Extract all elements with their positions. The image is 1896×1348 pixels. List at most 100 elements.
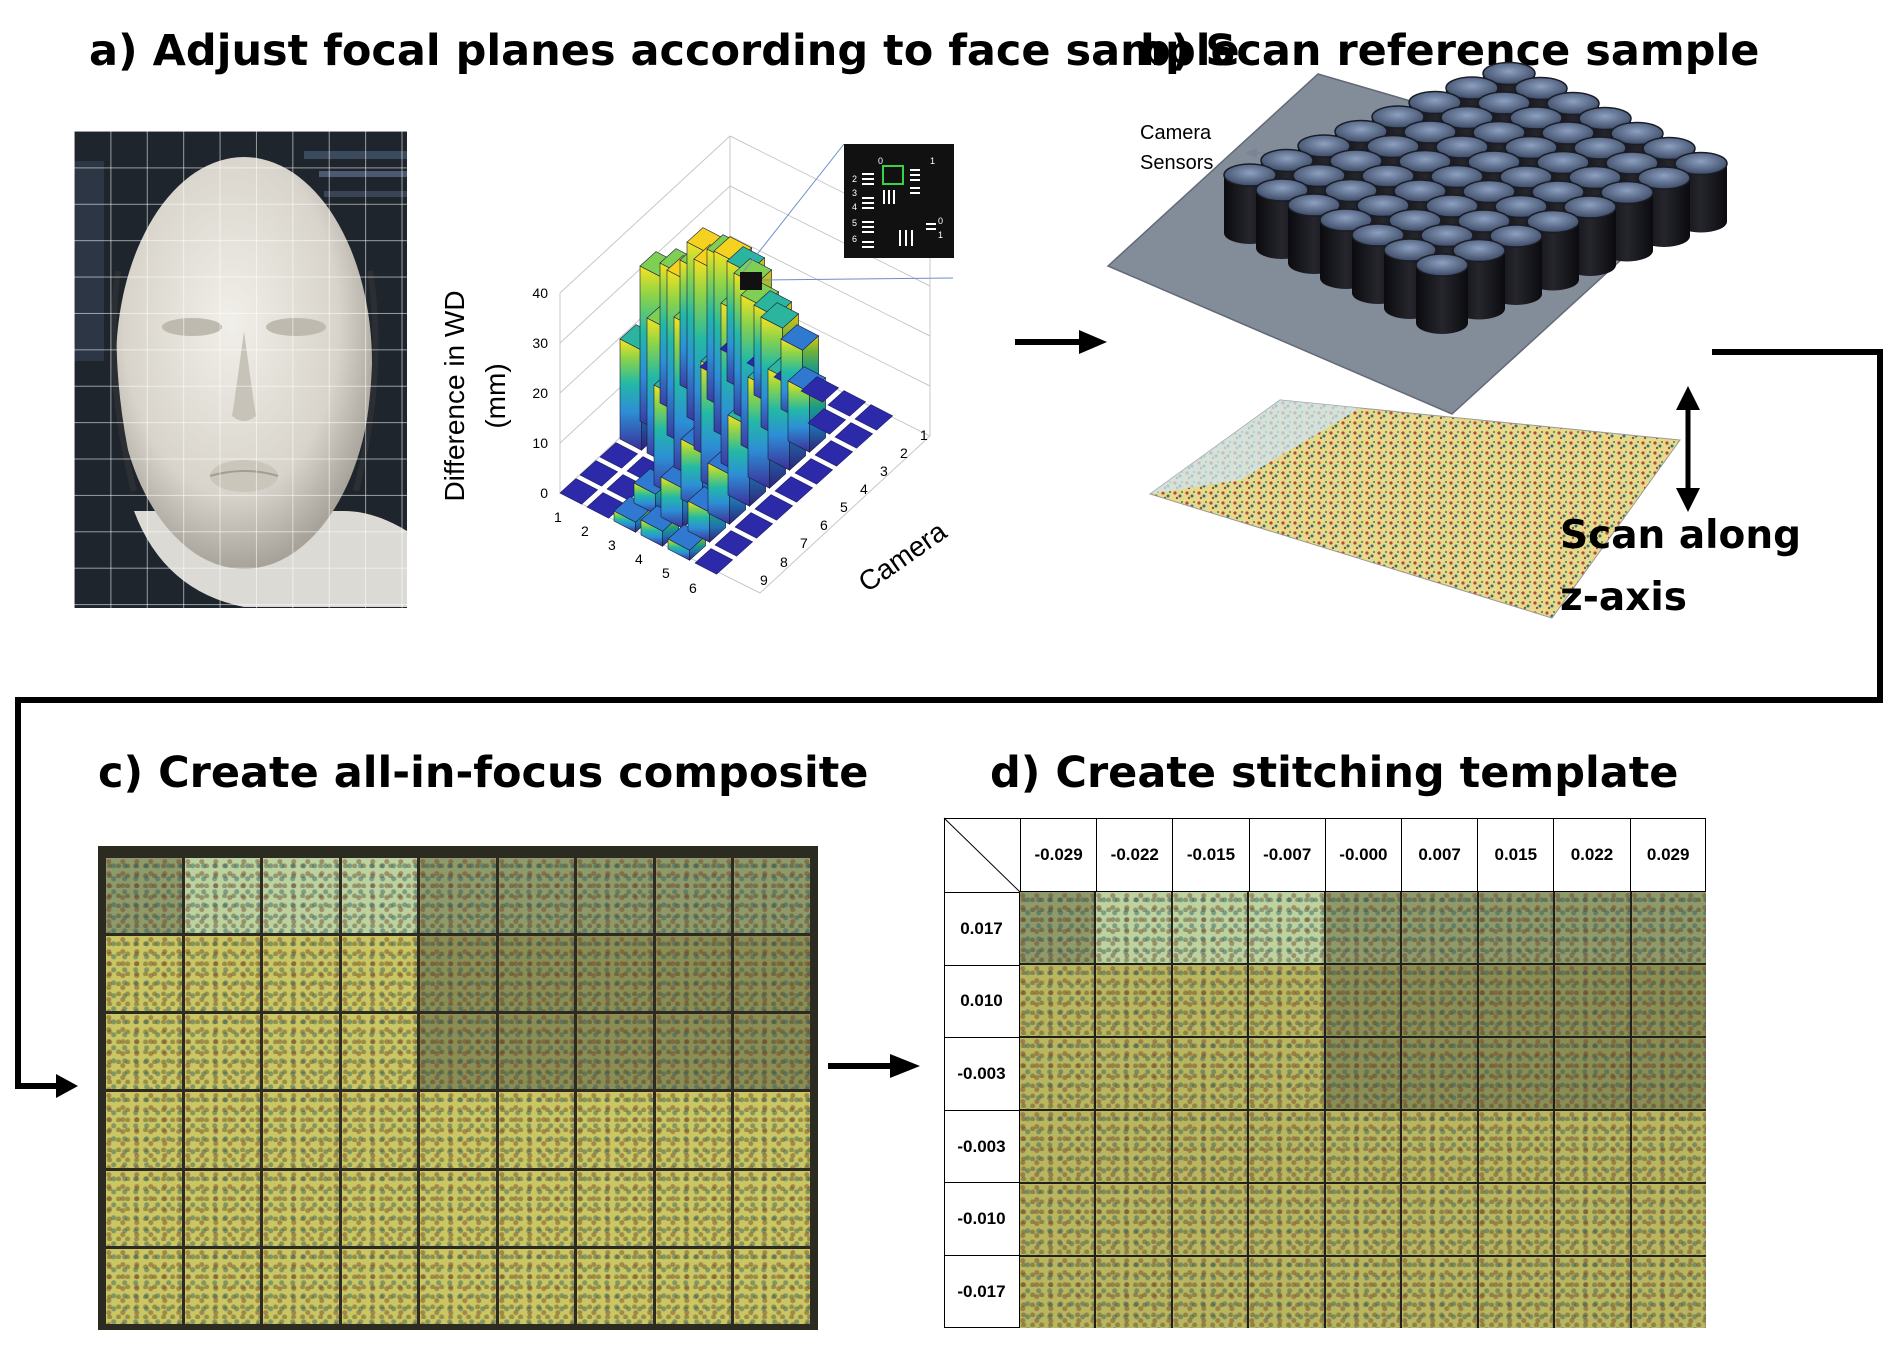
column-header-cell: 0.022 xyxy=(1553,818,1630,892)
bar-face xyxy=(599,442,639,469)
image-tile xyxy=(734,1248,810,1324)
lens-top xyxy=(1425,194,1479,218)
image-tile xyxy=(106,1248,182,1324)
image-tile xyxy=(184,1170,261,1246)
column-header-cell: 0.007 xyxy=(1401,818,1478,892)
lens-top xyxy=(1514,76,1568,101)
image-tile xyxy=(734,1092,810,1168)
image-tile xyxy=(498,1014,575,1090)
bar-face xyxy=(780,324,820,351)
camera-sensors-line1: Camera xyxy=(1140,122,1212,144)
row-header-cell: 0.017 xyxy=(944,892,1020,965)
inset-label: 2 xyxy=(852,174,857,184)
image-tile xyxy=(1325,965,1401,1036)
bar-face xyxy=(694,548,734,575)
image-tile xyxy=(734,1014,810,1090)
scan-label-line2: z-axis xyxy=(1560,575,1687,620)
lens-top xyxy=(1361,164,1415,188)
lens-top xyxy=(1420,223,1474,248)
title-b: b) Scan reference sample xyxy=(1140,26,1760,76)
inset-label: 4 xyxy=(852,202,857,212)
image-tile xyxy=(341,1248,418,1324)
image-tile xyxy=(1325,1184,1401,1255)
image-tile xyxy=(1172,1184,1248,1255)
lens-top xyxy=(1531,180,1585,204)
column-header-cell: 0.015 xyxy=(1477,818,1554,892)
stitching-template: -0.029 -0.022 -0.015 -0.007 -0.000 0.007 0.015… xyxy=(943,817,1706,1328)
image-tile xyxy=(655,936,732,1012)
lens-top xyxy=(1223,163,1277,187)
image-tile xyxy=(1172,892,1248,963)
bar-face xyxy=(760,302,800,329)
image-tile xyxy=(1402,1184,1477,1255)
image-tile xyxy=(420,1170,496,1246)
image-tile xyxy=(1096,1184,1171,1255)
lens-top xyxy=(1452,238,1506,263)
lens-top xyxy=(1292,163,1346,188)
image-tile xyxy=(655,1092,732,1168)
bar-face xyxy=(814,440,854,467)
row-header-cell: -0.010 xyxy=(944,1182,1020,1255)
image-tile xyxy=(577,1092,653,1168)
image-tile xyxy=(1249,1257,1324,1328)
lens-top xyxy=(1467,150,1521,174)
image-tile xyxy=(1020,1111,1095,1182)
image-tile xyxy=(1325,1257,1401,1328)
image-tile xyxy=(1020,1184,1095,1255)
lens-top xyxy=(1398,149,1452,174)
image-tile xyxy=(577,1248,653,1324)
inset-label: 1 xyxy=(930,156,935,166)
image-tile xyxy=(655,1170,732,1246)
image-tile xyxy=(1249,1038,1324,1109)
lens-top xyxy=(1504,135,1558,160)
lens-top xyxy=(1674,151,1728,176)
column-header-cell: -0.029 xyxy=(1020,818,1097,892)
lens-top xyxy=(1462,179,1516,204)
image-tile xyxy=(420,1092,496,1168)
image-tile xyxy=(1172,1038,1248,1109)
image-tile xyxy=(184,1092,261,1168)
image-tile xyxy=(106,1092,182,1168)
image-tile xyxy=(341,1014,418,1090)
bar-face xyxy=(579,460,619,487)
lens-top xyxy=(1351,223,1405,247)
image-tile xyxy=(1631,892,1706,963)
image-tile xyxy=(1402,1111,1477,1182)
lens-top xyxy=(1526,209,1580,234)
x-tick-label: 2 xyxy=(581,523,589,539)
lens-top xyxy=(1383,238,1437,262)
inset-label: 1 xyxy=(938,230,943,240)
bar-face xyxy=(834,422,874,449)
bar-face xyxy=(754,494,794,521)
scan-label-line1: Scan along xyxy=(1560,513,1802,558)
lens-top xyxy=(1637,166,1691,190)
image-tile xyxy=(1631,1257,1706,1328)
arrow-a-to-b xyxy=(1015,330,1107,354)
lens-top xyxy=(1366,134,1420,159)
image-tile xyxy=(1096,1257,1171,1328)
image-tile xyxy=(498,1092,575,1168)
lens-top xyxy=(1334,119,1388,144)
image-tile xyxy=(655,858,732,934)
y-tick-label: 5 xyxy=(840,499,848,515)
image-tile xyxy=(1631,1184,1706,1255)
image-tile xyxy=(1478,1038,1554,1109)
image-tile xyxy=(106,1170,182,1246)
image-tile xyxy=(1555,1184,1630,1255)
image-tile xyxy=(577,936,653,1012)
bar-face xyxy=(714,530,754,557)
bar-face xyxy=(774,476,814,503)
image-tile xyxy=(1096,1111,1171,1182)
lens-top xyxy=(1541,121,1595,145)
y-tick-label: 4 xyxy=(860,481,868,497)
image-tile xyxy=(1325,1038,1401,1109)
image-tile xyxy=(1478,892,1554,963)
image-tile xyxy=(1096,965,1171,1036)
lens-top xyxy=(1329,149,1383,173)
lens-top xyxy=(1509,106,1563,130)
lens-top xyxy=(1287,193,1341,217)
column-header-cell: -0.007 xyxy=(1248,818,1325,892)
lens-top xyxy=(1356,193,1410,218)
image-tile xyxy=(1402,892,1477,963)
lens-top xyxy=(1430,164,1484,189)
